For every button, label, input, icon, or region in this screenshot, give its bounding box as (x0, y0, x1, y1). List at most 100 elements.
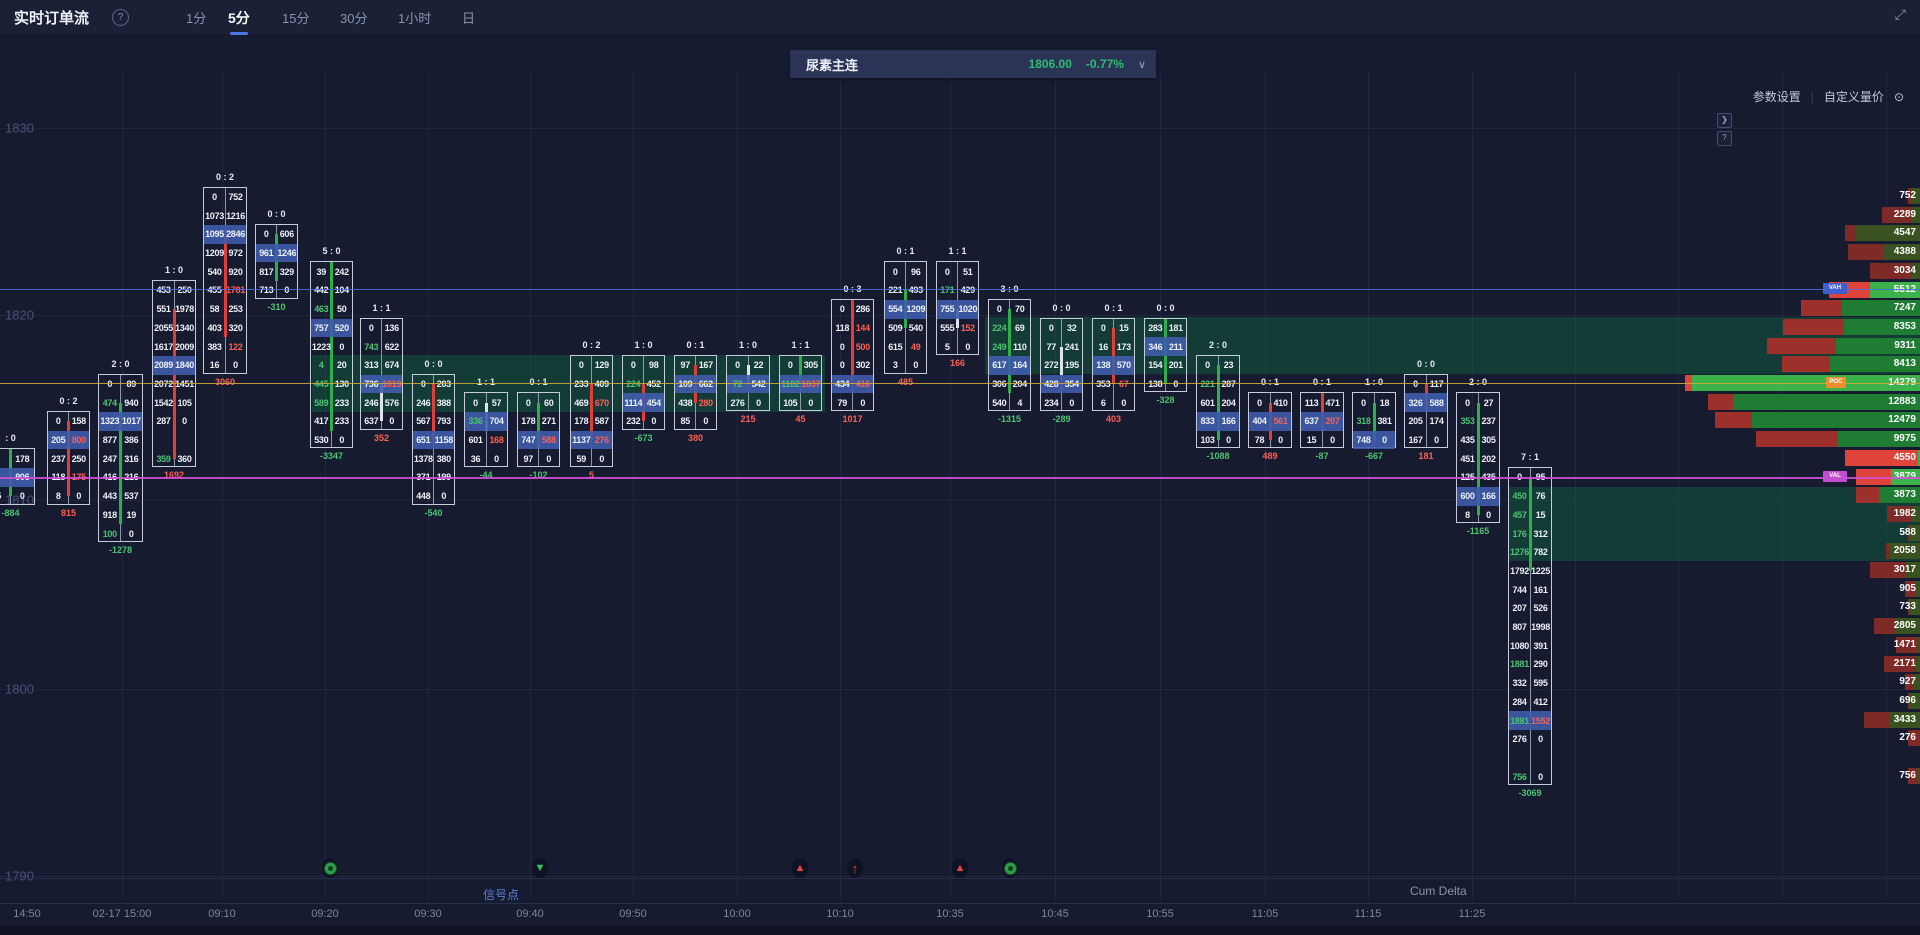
bid-cell: 249 (992, 341, 1007, 352)
bid-cell: 743 (364, 341, 379, 352)
volume-profile-bar (1707, 393, 1920, 410)
column-delta: 1017 (842, 414, 863, 425)
footprint-row: 383 122 (204, 337, 246, 356)
column-delta: 485 (897, 376, 914, 387)
bid-cell: 383 (207, 341, 222, 352)
collapse-icon[interactable]: ⤢ (1894, 6, 1906, 22)
column-delta: 215 (740, 414, 756, 425)
ask-cell: 233 (334, 397, 349, 408)
footprint-column: 0203246388567793651115813783803711994480 (412, 373, 455, 505)
buy-arrow-icon[interactable]: ↑ (847, 858, 863, 878)
tab-1分[interactable]: 1分 (186, 11, 207, 26)
footprint-row: 1095 2846 (204, 225, 246, 244)
bid-cell: 540 (992, 397, 1007, 408)
ask-cell: 0 (19, 491, 25, 502)
bid-cell: 272 (1044, 360, 1059, 371)
volume-profile-bar (1845, 225, 1920, 242)
bottom-scrollbar-track[interactable] (0, 926, 1920, 935)
column-delta: -884 (1, 507, 20, 518)
time-gridline (1886, 70, 1887, 900)
cum-delta-pane-label[interactable]: Cum Delta (1410, 884, 1467, 898)
sell-volume-segment (1863, 711, 1889, 728)
volume-profile-value: 9311 (1894, 339, 1916, 351)
ask-cell: 280 (698, 397, 713, 408)
bid-cell: 176 (1512, 528, 1527, 539)
green-signal-badge[interactable] (1002, 858, 1018, 878)
column-delta: -289 (1052, 414, 1071, 425)
axis-divider (0, 903, 1920, 904)
ask-cell: 0 (182, 416, 187, 427)
footprint-row: 247 316 (99, 449, 142, 468)
ask-cell: 201 (1168, 360, 1183, 371)
ask-cell: 104 (334, 285, 349, 296)
bid-cell: 103 (1200, 435, 1215, 446)
tab-日[interactable]: 日 (462, 11, 476, 26)
volume-profile-value: 4388 (1893, 246, 1916, 258)
column-delta: 181 (1418, 451, 1434, 462)
ask-cell: 316 (124, 453, 139, 464)
param-settings-button[interactable]: 参数设置 (1752, 90, 1801, 104)
volume-profile-bar (1800, 300, 1920, 317)
panel-help-button[interactable]: ? (1717, 131, 1732, 146)
tab-30分[interactable]: 30分 (340, 11, 368, 26)
column-delta: 45 (795, 414, 806, 425)
ask-cell: 520 (334, 322, 349, 333)
bid-cell: 1080 (1510, 640, 1529, 651)
footprint-row: 326 588 (1405, 393, 1447, 413)
volume-profile-bar (1856, 468, 1920, 485)
green-signal-badge[interactable] (322, 858, 338, 878)
footprint-row: 138 570 (1093, 355, 1134, 375)
chevron-down-icon[interactable]: ∨ (1137, 58, 1146, 71)
signal-pane-label[interactable]: 信号点 (483, 888, 520, 902)
footprint-row: 77 241 (1041, 337, 1082, 356)
footprint-row: 0 60 (518, 393, 559, 412)
help-icon[interactable]: ? (112, 9, 129, 26)
custom-volume-icon[interactable]: ⊙ (1893, 89, 1904, 104)
tab-15分[interactable]: 15分 (282, 11, 310, 26)
footprint-row: 2089 1840 (153, 355, 195, 375)
column-delta: -3347 (319, 451, 344, 462)
bid-cell: 1073 (205, 210, 224, 221)
volume-profile-bar (1714, 412, 1920, 429)
tab-1小时[interactable]: 1小时 (398, 11, 432, 26)
delta-bar (223, 234, 227, 338)
volume-profile-value: 2171 (1893, 657, 1916, 669)
footprint-row: 178 271 (518, 412, 559, 431)
footprint-row: 58 253 (204, 300, 246, 319)
bid-cell: 601 (468, 435, 483, 446)
bid-cell: 0 (212, 191, 217, 202)
buy-signal-icon[interactable]: ▲ (952, 858, 968, 878)
footprint-row: 154 201 (1145, 356, 1186, 375)
footprint-row: 540 920 (204, 262, 246, 281)
bid-cell: 0 (839, 360, 845, 371)
ask-cell: 388 (436, 397, 451, 408)
imbalance-header: : 0 (5, 433, 16, 444)
sell-signal-icon[interactable]: ▼ (532, 858, 548, 878)
footprint-row: 1209 972 (204, 244, 246, 263)
panel-expand-button[interactable]: ❯ (1717, 113, 1732, 128)
footprint-column: 028611814405000302434416790 (831, 298, 874, 412)
bid-cell: 918 (102, 509, 117, 520)
custom-volume-button[interactable]: 自定义量价 (1823, 90, 1884, 104)
ask-cell: 15 (1119, 322, 1129, 333)
instrument-selector[interactable]: 尿素主连 1806.00 -0.77% ∨ (790, 50, 1156, 78)
ask-cell: 27 (1483, 397, 1494, 408)
imbalance-header: 1 : 1 (372, 302, 391, 313)
sell-volume-segment (1887, 505, 1912, 522)
volume-profile-value: 2058 (1893, 545, 1916, 557)
delta-bar (537, 402, 540, 450)
sell-volume-segment (1707, 393, 1734, 410)
buy-signal-icon[interactable]: ▲ (792, 858, 808, 878)
ask-cell: 166 (1481, 491, 1496, 502)
poc-line (0, 383, 1920, 385)
time-gridline (1055, 70, 1056, 900)
ask-cell: 105 (177, 397, 192, 408)
time-gridline (530, 70, 531, 900)
ask-cell: 69 (1015, 322, 1025, 333)
tab-5分[interactable]: 5分 (228, 10, 250, 35)
ask-cell: 752 (228, 191, 243, 202)
delta-bar (799, 355, 802, 384)
bid-cell: 451 (1460, 453, 1475, 464)
bid-cell: 237 (51, 453, 66, 464)
ask-cell: 204 (1221, 397, 1236, 408)
